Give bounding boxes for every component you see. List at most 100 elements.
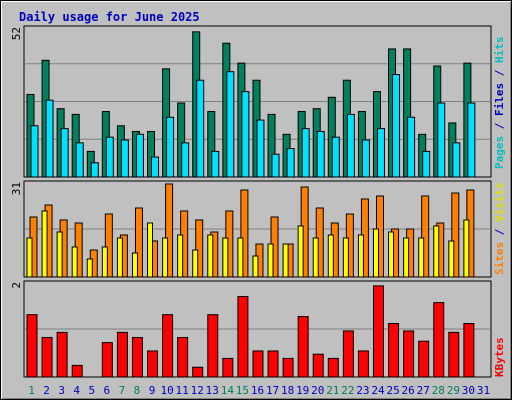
top-panel (23, 25, 492, 178)
x-tick-label: 17 (266, 384, 279, 397)
visits-bar-day-6 (101, 246, 108, 278)
kbytes-bar-day-6 (101, 342, 113, 378)
sites-bar-day-10 (165, 183, 174, 278)
visits-bar-day-7 (116, 237, 123, 278)
visits-bar-day-12 (192, 249, 199, 278)
kbytes-bar-day-17 (267, 350, 279, 378)
sites-bar-day-27 (421, 195, 430, 278)
visits-bar-day-19 (297, 225, 304, 278)
kbytes-bar-day-25 (388, 323, 400, 378)
visits-bar-day-3 (56, 231, 63, 278)
visits-bar-day-5 (86, 258, 93, 278)
x-tick-label: 30 (462, 384, 475, 397)
kbytes-bar-day-24 (372, 285, 384, 378)
kbytes-bar-day-8 (131, 336, 143, 378)
kbytes-bar-day-9 (147, 350, 159, 378)
x-tick-label: 26 (402, 384, 415, 397)
kbytes-bar-day-7 (116, 331, 128, 378)
files-bar-day-29 (452, 142, 461, 178)
kbytes-bar-day-21 (327, 357, 339, 378)
files-bar-day-14 (226, 71, 235, 178)
visits-bar-day-24 (372, 228, 379, 278)
middle-panel-ymax-label: 31 (10, 182, 23, 195)
kbytes-bar-day-28 (433, 302, 445, 378)
visits-bar-day-21 (327, 234, 334, 278)
files-bar-day-9 (151, 156, 160, 178)
sites-bar-day-12 (195, 219, 204, 278)
kbytes-bar-day-26 (403, 330, 415, 378)
files-bar-day-16 (256, 119, 265, 178)
x-tick-label: 11 (176, 384, 189, 397)
visits-bar-day-29 (448, 240, 455, 278)
kbytes-bar-day-13 (207, 314, 219, 378)
x-tick-label: 13 (206, 384, 219, 397)
kbytes-bar-day-22 (342, 330, 354, 378)
files-bar-day-2 (45, 99, 54, 178)
x-tick-label: 3 (58, 384, 65, 397)
x-tick-label: 14 (221, 384, 235, 397)
chart-title: Daily usage for June 2025 (19, 10, 200, 24)
files-bar-day-27 (422, 150, 431, 178)
x-tick-label: 5 (88, 384, 95, 397)
middle-panel-legend: Sites / Visits (493, 182, 506, 275)
files-bar-day-4 (75, 142, 84, 178)
files-bar-day-8 (135, 133, 144, 178)
files-bar-day-3 (60, 128, 69, 178)
files-bar-day-22 (346, 113, 355, 178)
legend-kbytes: KBytes (493, 337, 506, 377)
visits-bar-day-17 (267, 243, 274, 278)
visits-bar-day-23 (357, 234, 364, 278)
x-tick-label: 19 (296, 384, 309, 397)
files-bar-day-1 (30, 125, 39, 178)
bottom-panel-ymax-label: 2 (10, 282, 23, 289)
x-tick-label: 20 (311, 384, 324, 397)
visits-bar-day-16 (252, 255, 259, 278)
kbytes-bar-day-29 (448, 331, 460, 378)
kbytes-bar-day-19 (297, 316, 309, 378)
visits-bar-day-26 (403, 237, 410, 278)
legend-sites: Sites (493, 242, 506, 275)
visits-bar-day-9 (147, 222, 154, 278)
kbytes-bar-day-10 (162, 314, 174, 378)
visits-bar-day-11 (177, 234, 184, 278)
visits-bar-day-18 (282, 243, 289, 278)
x-tick-label: 29 (447, 384, 460, 397)
kbytes-bar-day-11 (177, 336, 189, 378)
visits-bar-day-10 (162, 237, 169, 278)
x-tick-label: 4 (73, 384, 80, 397)
files-bar-day-26 (407, 116, 416, 178)
visits-bar-day-30 (463, 219, 470, 278)
files-bar-day-5 (90, 162, 99, 178)
legend-hits: Hits (493, 37, 506, 64)
files-bar-day-21 (331, 136, 340, 178)
files-bar-day-30 (467, 102, 476, 178)
files-bar-day-25 (392, 74, 401, 178)
files-bar-day-17 (271, 153, 280, 178)
kbytes-bar-day-2 (41, 336, 53, 378)
files-bar-day-13 (211, 150, 220, 178)
kbytes-bar-day-20 (312, 353, 324, 378)
visits-bar-day-14 (222, 237, 229, 278)
visits-bar-day-1 (26, 237, 33, 278)
x-tick-label: 24 (371, 384, 385, 397)
legend-files: Files (493, 83, 506, 116)
visits-bar-day-28 (433, 225, 440, 278)
files-bar-day-24 (376, 128, 385, 178)
x-tick-label: 23 (356, 384, 369, 397)
files-bar-day-20 (316, 130, 325, 178)
x-tick-label: 15 (236, 384, 249, 397)
kbytes-bar-day-4 (71, 364, 83, 378)
kbytes-bar-day-15 (237, 296, 249, 378)
legend-separator: / (493, 222, 506, 242)
legend-separator: / (493, 116, 506, 136)
kbytes-bar-day-14 (222, 357, 234, 378)
kbytes-bar-day-23 (357, 350, 369, 378)
x-tick-label: 10 (160, 384, 173, 397)
kbytes-bar-day-16 (252, 350, 264, 378)
x-tick-label: 16 (251, 384, 264, 397)
x-tick-label: 9 (149, 384, 156, 397)
visits-bar-day-13 (207, 234, 214, 278)
x-tick-label: 7 (119, 384, 126, 397)
